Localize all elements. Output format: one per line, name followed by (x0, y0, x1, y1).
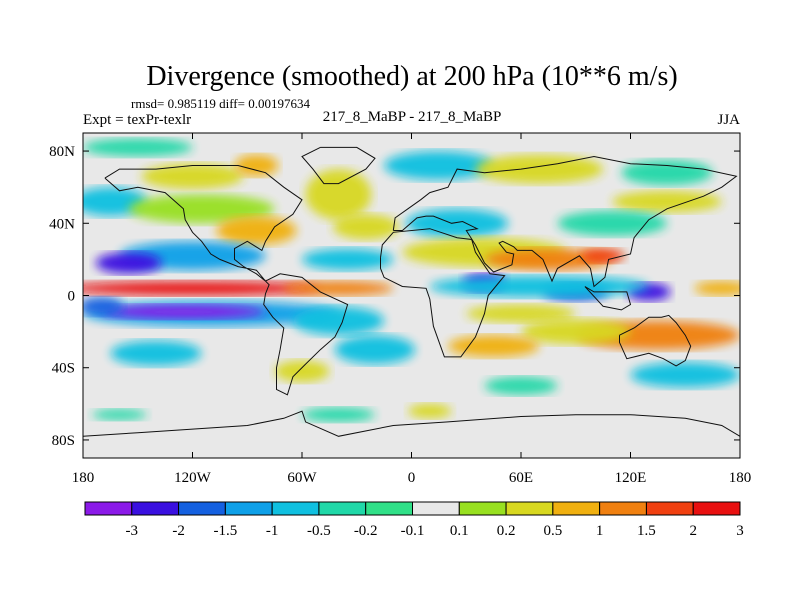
colorbar-swatch (458, 501, 507, 516)
field-eq-red (83, 281, 321, 296)
colorbar-label: -0.1 (401, 523, 425, 539)
antarctica-coastline (83, 410, 740, 437)
field-eq-cyan (429, 275, 649, 298)
y-tick-label: 80N (49, 144, 75, 160)
field-n-sub-cyan-2 (302, 248, 394, 271)
field-s-trop-yellow (466, 304, 576, 323)
map-panel (82, 132, 741, 459)
x-tick-label: 120W (174, 470, 212, 486)
field-s-trop-blue (83, 297, 124, 316)
greenland-coastline (301, 146, 376, 185)
field-n-high-cyan-3 (621, 160, 713, 186)
field-n-high-yellow-1 (141, 163, 244, 189)
field-n-polar-cyan (83, 138, 193, 157)
colorbar: -3 -2 -1.5 -1 -0.5 -0.2 -0.1 0.1 0.2 0.5 1 1.5 2 3 (84, 501, 744, 539)
x-tick-label: 180 (729, 470, 752, 486)
y-tick-label: 0 (68, 289, 76, 305)
colorbar-swatch (645, 501, 694, 516)
field-n-mid-cyan-2 (557, 210, 668, 236)
field-n-mid-orange (216, 216, 297, 245)
field-n-sub-blue (95, 252, 162, 274)
field-s-cyan (334, 335, 416, 365)
experiment-label: Expt = texPr-texlr (83, 112, 191, 128)
field-n-high-yellow-4 (612, 190, 722, 213)
field-n-high-yellow-2 (305, 169, 372, 220)
south-america-coastline (263, 273, 349, 396)
x-tick-label: 180 (72, 470, 95, 486)
colorbar-label: 0.1 (450, 523, 469, 539)
x-axis: 180 120W 60W 0 60E 120E 180 (72, 133, 752, 486)
africa-coastline (380, 228, 506, 358)
field-n-high-yellow-3 (475, 154, 604, 184)
field-n-high-orange-1 (234, 154, 279, 177)
colorbar-swatch (552, 501, 601, 516)
x-tick-label: 120E (615, 470, 647, 486)
north-america-coastline (104, 165, 303, 282)
field-eq-orange (283, 281, 394, 296)
coastlines (83, 146, 740, 437)
field-n-high-cyan-2 (384, 151, 494, 180)
chart-title: Divergence (smoothed) at 200 hPa (10**6 … (146, 61, 677, 92)
colorbar-label: 3 (736, 523, 744, 539)
field-africa-red (581, 248, 625, 263)
field-s-yellow-2 (274, 360, 330, 383)
field-s-ocean-cyan (484, 376, 558, 395)
colorbar-label: -2 (172, 523, 185, 539)
y-tick-label: 40S (52, 361, 75, 377)
colorbar-label: 1.5 (637, 523, 656, 539)
eurasia-coastline (392, 155, 738, 288)
colorbar-swatch (131, 501, 180, 516)
field-s-trop-cyan-2 (292, 306, 385, 336)
field-s-ocean-green-2 (92, 409, 147, 421)
field-s-trop-violet (101, 304, 266, 319)
field-s-cyan-3 (630, 362, 740, 388)
field-s-ocean-yellow (407, 403, 452, 419)
field-africa-orange (484, 248, 613, 271)
colorbar-label: -0.2 (354, 523, 378, 539)
season-label: JJA (717, 112, 740, 128)
colorbar-label: 0.5 (544, 523, 563, 539)
field-s-ind-orange (448, 335, 540, 357)
colorbar-swatch (178, 501, 226, 516)
field-s-ocean-green (302, 407, 375, 422)
y-axis: 80N 40N 0 40S 80S (49, 144, 740, 449)
indonesia-coastline (584, 286, 632, 311)
case-label: 217_8_MaBP - 217_8_MaBP (323, 109, 502, 125)
colorbar-label: -1.5 (214, 523, 238, 539)
colorbar-label: -1 (266, 523, 279, 539)
colorbar-label: -3 (126, 523, 139, 539)
divergence-field (83, 138, 740, 422)
colorbar-swatch (365, 501, 413, 516)
colorbar-label: -0.5 (307, 523, 331, 539)
colorbar-swatch (505, 501, 554, 516)
colorbar-swatch (224, 501, 273, 516)
colorbar-label: 0.2 (497, 523, 516, 539)
y-tick-label: 40N (49, 216, 75, 232)
colorbar-label: 1 (596, 523, 604, 539)
field-s-cyan-2 (110, 340, 202, 366)
x-tick-label: 0 (408, 470, 416, 486)
y-tick-label: 80S (52, 433, 75, 449)
x-tick-label: 60E (509, 470, 533, 486)
australia-coastline (619, 314, 692, 367)
field-n-mid-yellow (333, 214, 399, 240)
colorbar-swatch (84, 501, 133, 516)
x-tick-label: 60W (287, 470, 317, 486)
field-n-mid-cyan (406, 208, 509, 238)
field-s-pac-yellow (521, 319, 631, 345)
stats-label: rmsd= 0.985119 diff= 0.00197634 (131, 96, 310, 111)
colorbar-swatch (412, 501, 460, 516)
colorbar-swatch (692, 501, 741, 516)
colorbar-swatch (599, 501, 647, 516)
colorbar-label: 2 (689, 523, 697, 539)
colorbar-swatch (271, 501, 320, 516)
field-n-high-green-1 (128, 194, 275, 224)
colorbar-swatch (318, 501, 367, 516)
field-eq-yellow (694, 281, 740, 296)
